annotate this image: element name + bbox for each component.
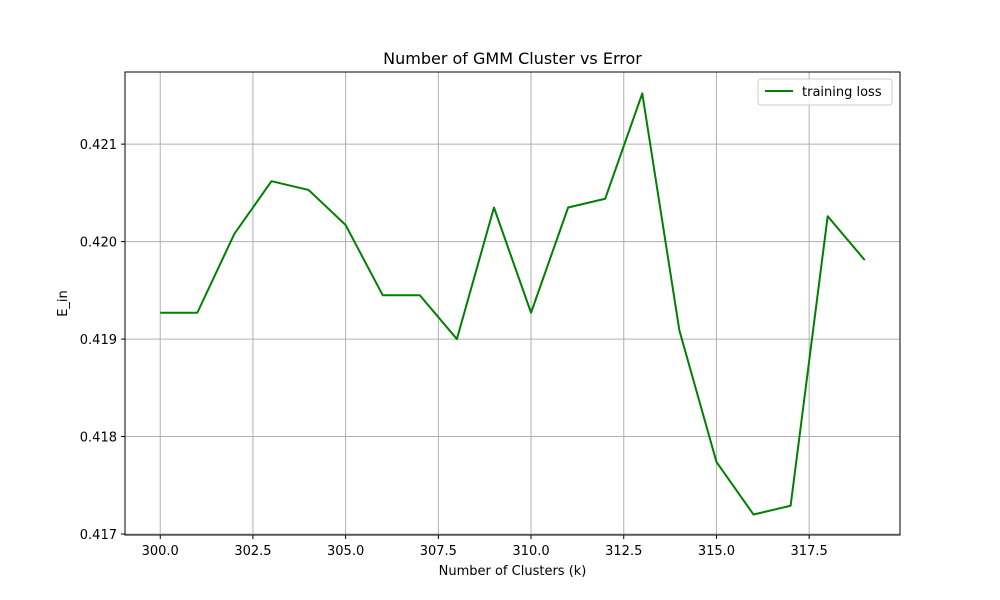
x-tick-label: 312.5 [605,544,642,559]
y-tick-label: 0.420 [80,236,117,251]
plot-frame [124,71,901,536]
x-tick-label: 300.0 [142,544,179,559]
series-layer [160,92,866,516]
grid [125,72,900,535]
y-axis-label: E_in [56,290,71,317]
y-tick-label: 0.421 [80,138,117,153]
x-tick-label: 305.0 [327,544,364,559]
ticks: 300.0 302.5 305.0 307.5 310.0 312.5 315.0 317.5… [80,138,828,559]
x-tick-label: 307.5 [420,544,457,559]
x-axis-label: Number of Clusters (k) [439,564,587,579]
x-tick-label: 315.0 [698,544,735,559]
legend-label: training loss [802,85,882,100]
y-tick-label: 0.417 [80,528,117,543]
x-tick-label: 302.5 [234,544,271,559]
legend-box [757,78,893,106]
x-tick-label: 310.0 [512,544,549,559]
legend: training loss [757,78,893,106]
y-tick-label: 0.418 [80,431,117,446]
y-tick-label: 0.419 [80,333,117,348]
series-line-training-loss [160,92,866,516]
x-tick-label: 317.5 [791,544,828,559]
chart-title: Number of GMM Cluster vs Error [383,49,642,68]
